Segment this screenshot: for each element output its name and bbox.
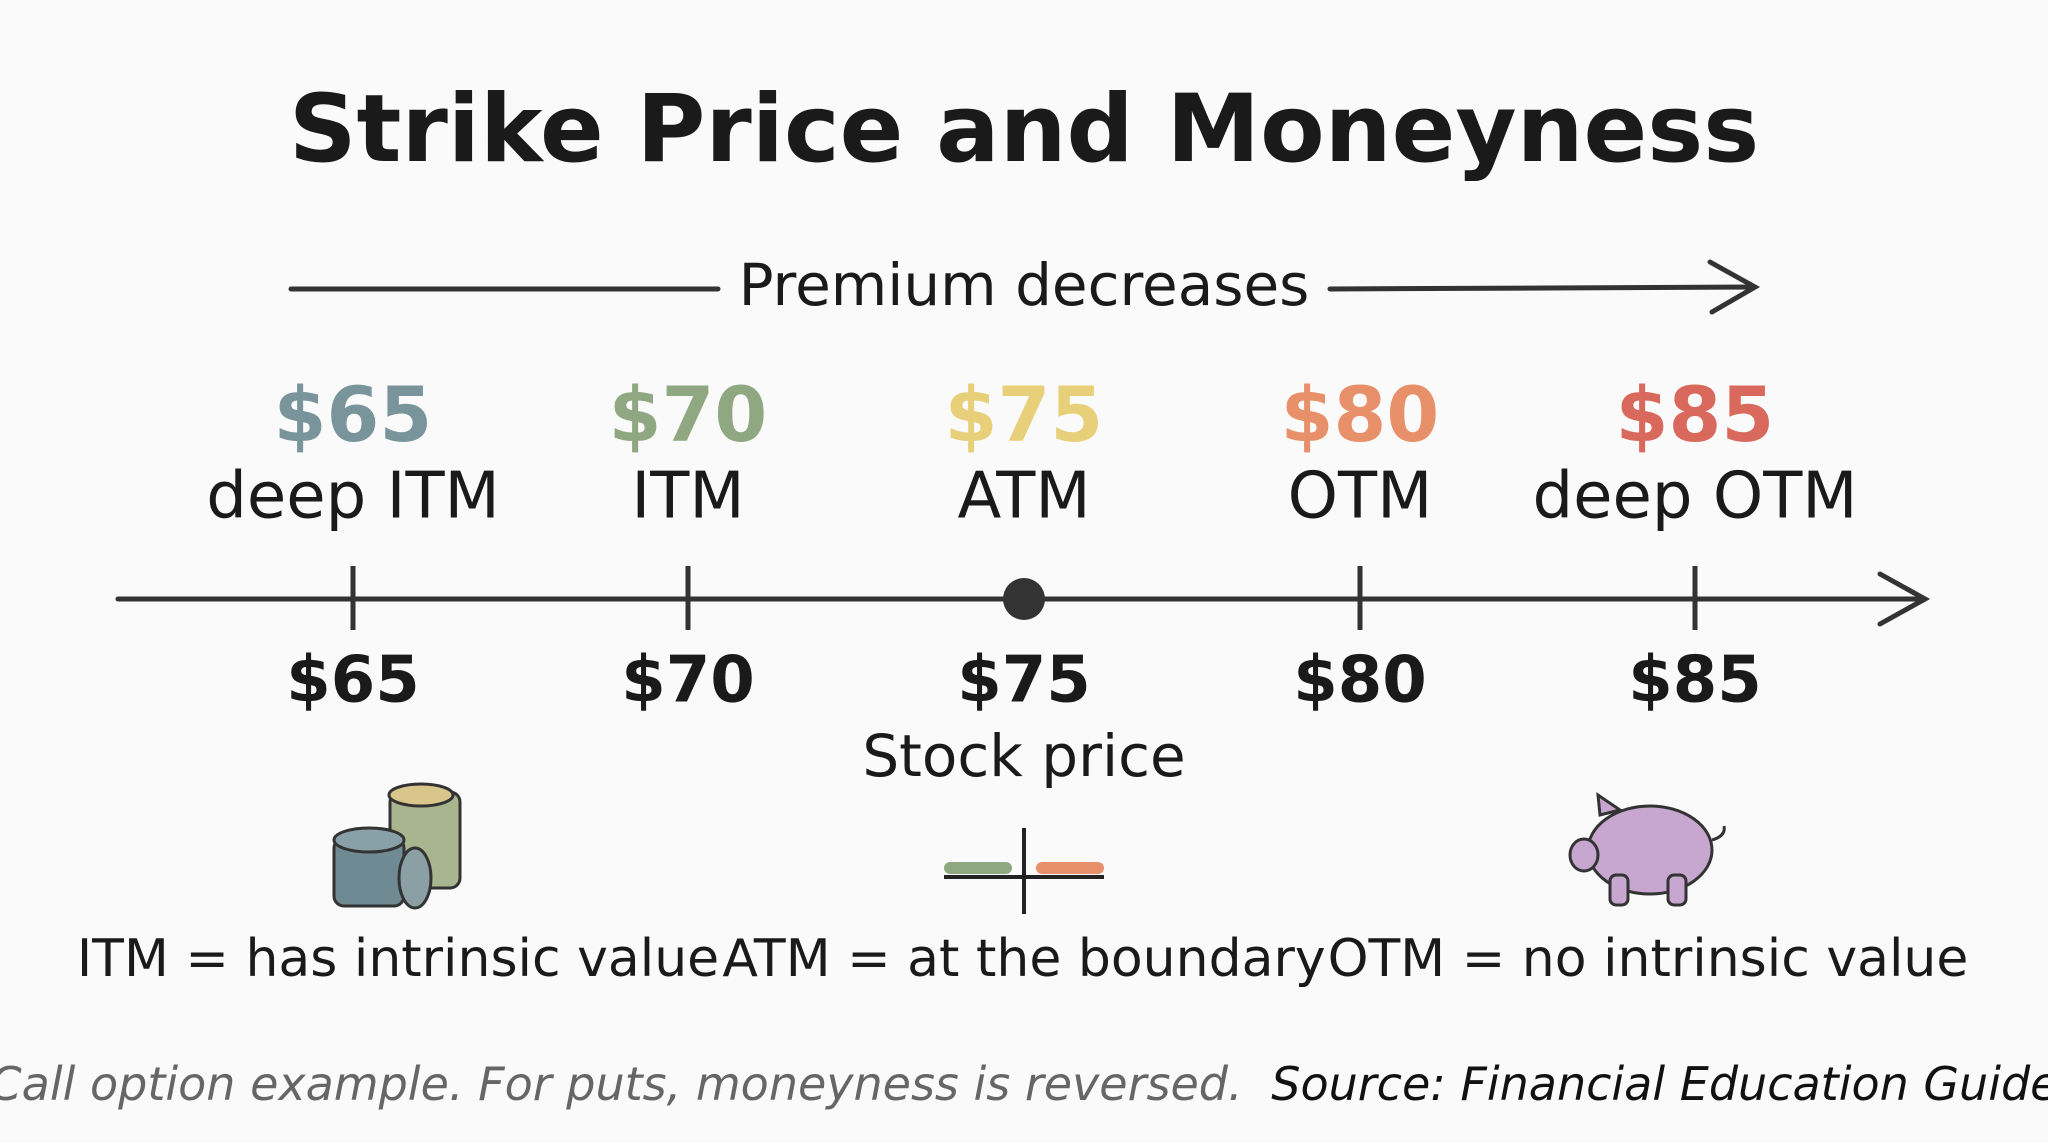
axis-tick-label: $80 [1293, 644, 1427, 718]
strike-price: $85 [1616, 370, 1775, 459]
axis-label: Stock price [862, 722, 1185, 790]
axis-tick-label: $75 [957, 644, 1091, 718]
current-price-dot [1003, 578, 1045, 620]
strike-price: $65 [274, 370, 433, 459]
title: Strike Price and Moneyness [289, 75, 1759, 184]
strike-label: OTM [1288, 460, 1433, 534]
premium-arrow [288, 259, 1761, 315]
strike-label: deep OTM [1532, 460, 1857, 534]
strike-label: deep ITM [206, 460, 500, 534]
strike-price: $70 [609, 370, 768, 459]
legend: ITM = has intrinsic value ATM = at the bo… [77, 929, 1969, 989]
strike-price: $80 [1281, 370, 1440, 459]
premium-label: Premium decreases [739, 251, 1310, 319]
piggy-icon [1568, 791, 1726, 907]
footnote-note: Call option example. For puts, moneyness… [0, 1057, 1243, 1111]
axis-tick-label: $65 [286, 644, 420, 718]
legend-item: ITM = has intrinsic value [77, 929, 719, 989]
axis-tick-label: $70 [621, 644, 755, 718]
strike-label: ITM [631, 460, 744, 534]
strike-price: $75 [945, 370, 1104, 459]
coins-icon [332, 782, 462, 910]
legend-item: OTM = no intrinsic value [1328, 929, 1969, 989]
axis-tick-label: $85 [1628, 644, 1762, 718]
balance-icon [944, 828, 1104, 914]
strike-label: ATM [957, 460, 1090, 534]
footnote: Call option example. For puts, moneyness… [0, 1057, 2048, 1111]
legend-item: ATM = at the boundary [722, 929, 1325, 989]
footnote-source: Source: Financial Education Guide [1271, 1057, 2048, 1111]
